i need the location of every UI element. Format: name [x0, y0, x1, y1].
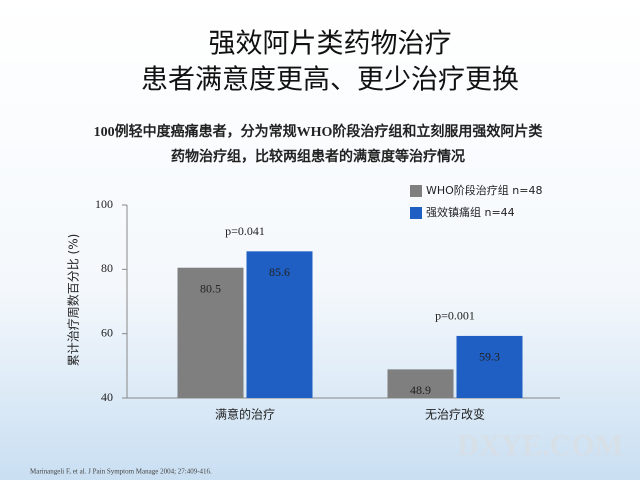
title-line: 强效阿片类药物治疗: [209, 29, 452, 60]
watermark: DXYE.COM: [457, 429, 623, 462]
value-label: 85.6: [269, 265, 290, 279]
subtitle-line: 100例轻中度癌痛患者，分为常规WHO阶段治疗组和立刻服用强效阿片类: [94, 123, 544, 140]
legend-label: 强效镇痛组 n=44: [426, 205, 515, 219]
subtitle-line: 药物治疗组，比较两组患者的满意度等治疗情况: [171, 148, 465, 165]
legend-swatch: [410, 207, 422, 219]
y-tick-label: 100: [95, 197, 113, 211]
bar: [246, 251, 313, 398]
x-tick-label: 无治疗改变: [425, 407, 485, 422]
y-tick-label: 40: [101, 390, 113, 404]
annotation: p=0.041: [225, 224, 265, 238]
y-tick-label: 60: [101, 325, 113, 339]
bar: [456, 335, 523, 398]
y-axis-label: 累计治疗周数百分比 (%): [66, 234, 81, 367]
legend-swatch: [410, 185, 422, 197]
x-tick-label: 满意的治疗: [215, 407, 275, 422]
annotation: p=0.001: [435, 309, 475, 323]
bar: [177, 267, 244, 398]
legend-label: WHO阶段治疗组 n=48: [426, 183, 543, 197]
y-tick-label: 80: [101, 261, 113, 275]
value-label: 80.5: [200, 281, 221, 295]
value-label: 48.9: [410, 383, 431, 397]
bar: [387, 369, 454, 398]
title-line: 患者满意度更高、更少治疗更换: [141, 65, 519, 96]
value-label: 59.3: [479, 350, 500, 364]
footnote: Marinangeli F, et al. J Pain Symptom Man…: [30, 468, 212, 476]
